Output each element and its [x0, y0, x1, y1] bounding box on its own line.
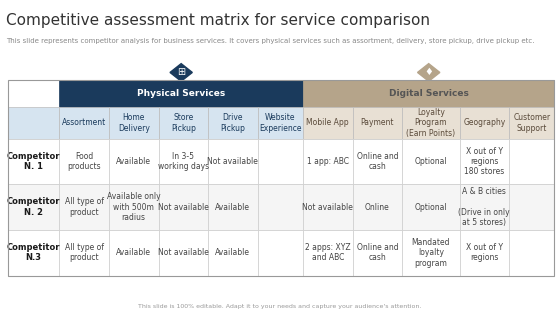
FancyBboxPatch shape [109, 139, 158, 184]
Text: X out of Y
regions
180 stores: X out of Y regions 180 stores [464, 146, 505, 176]
FancyBboxPatch shape [258, 184, 303, 230]
FancyBboxPatch shape [158, 107, 208, 139]
FancyBboxPatch shape [8, 80, 59, 107]
FancyBboxPatch shape [258, 230, 303, 276]
Text: Loyalty
Program
(Earn Points): Loyalty Program (Earn Points) [406, 108, 455, 138]
Text: ♦: ♦ [424, 67, 433, 77]
Text: Competitive assessment matrix for service comparison: Competitive assessment matrix for servic… [6, 13, 430, 28]
FancyBboxPatch shape [59, 139, 109, 184]
Text: Available: Available [116, 157, 151, 166]
Text: Not available: Not available [207, 157, 258, 166]
Text: Food
products: Food products [67, 152, 101, 171]
Polygon shape [170, 64, 192, 81]
Text: Mandated
loyalty
program: Mandated loyalty program [412, 238, 450, 268]
Text: Home
Delivery: Home Delivery [118, 113, 150, 133]
FancyBboxPatch shape [402, 230, 460, 276]
Text: Geography: Geography [463, 118, 506, 127]
Text: ⊞: ⊞ [177, 67, 185, 77]
FancyBboxPatch shape [303, 107, 353, 139]
FancyBboxPatch shape [109, 230, 158, 276]
FancyBboxPatch shape [158, 184, 208, 230]
Text: Available: Available [216, 203, 250, 212]
Polygon shape [418, 64, 440, 81]
FancyBboxPatch shape [509, 230, 554, 276]
Text: Digital Services: Digital Services [389, 89, 469, 98]
Text: Online and
cash: Online and cash [357, 243, 398, 262]
FancyBboxPatch shape [460, 139, 509, 184]
FancyBboxPatch shape [8, 184, 59, 230]
Text: Customer
Support: Customer Support [513, 113, 550, 133]
FancyBboxPatch shape [353, 139, 402, 184]
FancyBboxPatch shape [59, 230, 109, 276]
FancyBboxPatch shape [460, 230, 509, 276]
Text: Not available: Not available [158, 203, 209, 212]
FancyBboxPatch shape [509, 107, 554, 139]
FancyBboxPatch shape [258, 139, 303, 184]
FancyBboxPatch shape [8, 107, 59, 139]
FancyBboxPatch shape [460, 107, 509, 139]
FancyBboxPatch shape [208, 184, 258, 230]
Text: 2 apps: XYZ
and ABC: 2 apps: XYZ and ABC [305, 243, 351, 262]
Text: Online and
cash: Online and cash [357, 152, 398, 171]
Text: Competitor
N.3: Competitor N.3 [7, 243, 60, 262]
FancyBboxPatch shape [509, 139, 554, 184]
Text: This slide is 100% editable. Adapt it to your needs and capture your audience's : This slide is 100% editable. Adapt it to… [138, 304, 422, 309]
FancyBboxPatch shape [59, 107, 109, 139]
FancyBboxPatch shape [8, 230, 59, 276]
Text: Available: Available [116, 248, 151, 257]
FancyBboxPatch shape [208, 230, 258, 276]
FancyBboxPatch shape [402, 107, 460, 139]
Text: Competitor
N. 1: Competitor N. 1 [7, 152, 60, 171]
FancyBboxPatch shape [303, 230, 353, 276]
Text: Optional: Optional [414, 157, 447, 166]
Text: A & B cities

(Drive in only
at 5 stores): A & B cities (Drive in only at 5 stores) [459, 187, 510, 227]
Text: Mobile App: Mobile App [306, 118, 349, 127]
FancyBboxPatch shape [258, 107, 303, 139]
FancyBboxPatch shape [8, 139, 59, 184]
Text: Available only
with 500m
radius: Available only with 500m radius [107, 192, 161, 222]
FancyBboxPatch shape [303, 139, 353, 184]
FancyBboxPatch shape [208, 107, 258, 139]
FancyBboxPatch shape [402, 139, 460, 184]
FancyBboxPatch shape [402, 184, 460, 230]
Text: Online: Online [365, 203, 390, 212]
FancyBboxPatch shape [109, 184, 158, 230]
FancyBboxPatch shape [353, 230, 402, 276]
Text: Competitor
N. 2: Competitor N. 2 [7, 198, 60, 217]
Text: Assortment: Assortment [62, 118, 106, 127]
Text: This slide represents competitor analysis for business services. It covers physi: This slide represents competitor analysi… [6, 38, 534, 44]
FancyBboxPatch shape [59, 80, 303, 107]
FancyBboxPatch shape [353, 184, 402, 230]
Text: Optional: Optional [414, 203, 447, 212]
Text: Not available: Not available [158, 248, 209, 257]
FancyBboxPatch shape [303, 184, 353, 230]
Text: X out of Y
regions: X out of Y regions [466, 243, 503, 262]
FancyBboxPatch shape [303, 80, 554, 107]
FancyBboxPatch shape [460, 184, 509, 230]
Text: Drive
Pickup: Drive Pickup [221, 113, 245, 133]
Text: Physical Services: Physical Services [137, 89, 225, 98]
FancyBboxPatch shape [509, 184, 554, 230]
Text: In 3-5
working days: In 3-5 working days [158, 152, 209, 171]
FancyBboxPatch shape [109, 107, 158, 139]
FancyBboxPatch shape [158, 230, 208, 276]
Text: 1 app: ABC: 1 app: ABC [307, 157, 349, 166]
Text: Store
Pickup: Store Pickup [171, 113, 196, 133]
Text: All type of
product: All type of product [64, 198, 104, 217]
Text: All type of
product: All type of product [64, 243, 104, 262]
Text: Not available: Not available [302, 203, 353, 212]
FancyBboxPatch shape [353, 107, 402, 139]
Text: Website
Experience: Website Experience [259, 113, 301, 133]
Text: Payment: Payment [361, 118, 394, 127]
FancyBboxPatch shape [158, 139, 208, 184]
FancyBboxPatch shape [59, 184, 109, 230]
Text: Available: Available [216, 248, 250, 257]
FancyBboxPatch shape [208, 139, 258, 184]
